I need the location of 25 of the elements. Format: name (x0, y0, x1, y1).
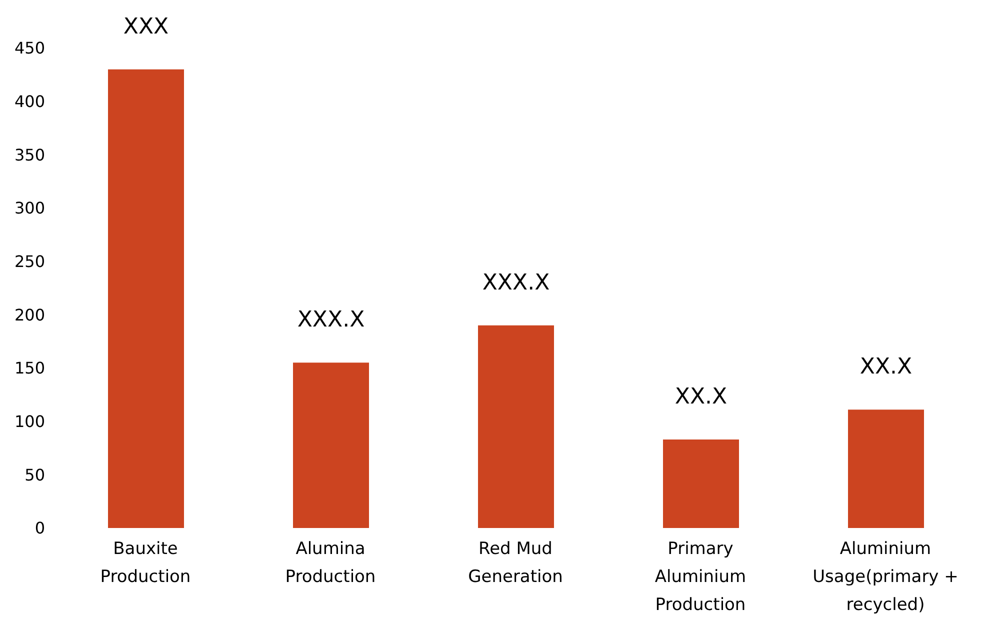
data-label: XXX (123, 14, 169, 40)
x-tick-label: Alumina Production (285, 539, 376, 587)
y-tick-label: 200 (14, 305, 45, 324)
bar (293, 362, 369, 528)
bar (478, 325, 554, 528)
y-tick-label: 100 (14, 412, 45, 432)
data-label: XXX.X (482, 270, 550, 296)
x-tick-label: Red Mud Generation (468, 539, 563, 587)
y-tick-label: 450 (14, 38, 45, 58)
y-tick-label: 300 (14, 198, 45, 218)
data-label: XX.X (674, 384, 728, 410)
data-label: XXX.X (297, 308, 365, 333)
x-tick-label: Bauxite Production (100, 539, 191, 587)
y-tick-label: 50 (24, 465, 45, 484)
y-tick-label: 400 (14, 92, 45, 112)
bar (848, 410, 924, 528)
bar (108, 69, 184, 528)
y-tick-label: 250 (14, 252, 45, 272)
bar (663, 439, 739, 528)
y-tick-label: 0 (34, 518, 45, 538)
x-tick-label: Aluminium Usage(primary + recycled) (812, 539, 958, 615)
data-label: XX.X (860, 354, 912, 380)
x-tick-label: Primary Aluminium Production (654, 539, 746, 615)
y-tick-label: 350 (14, 145, 45, 164)
y-tick-label: 150 (14, 358, 45, 378)
